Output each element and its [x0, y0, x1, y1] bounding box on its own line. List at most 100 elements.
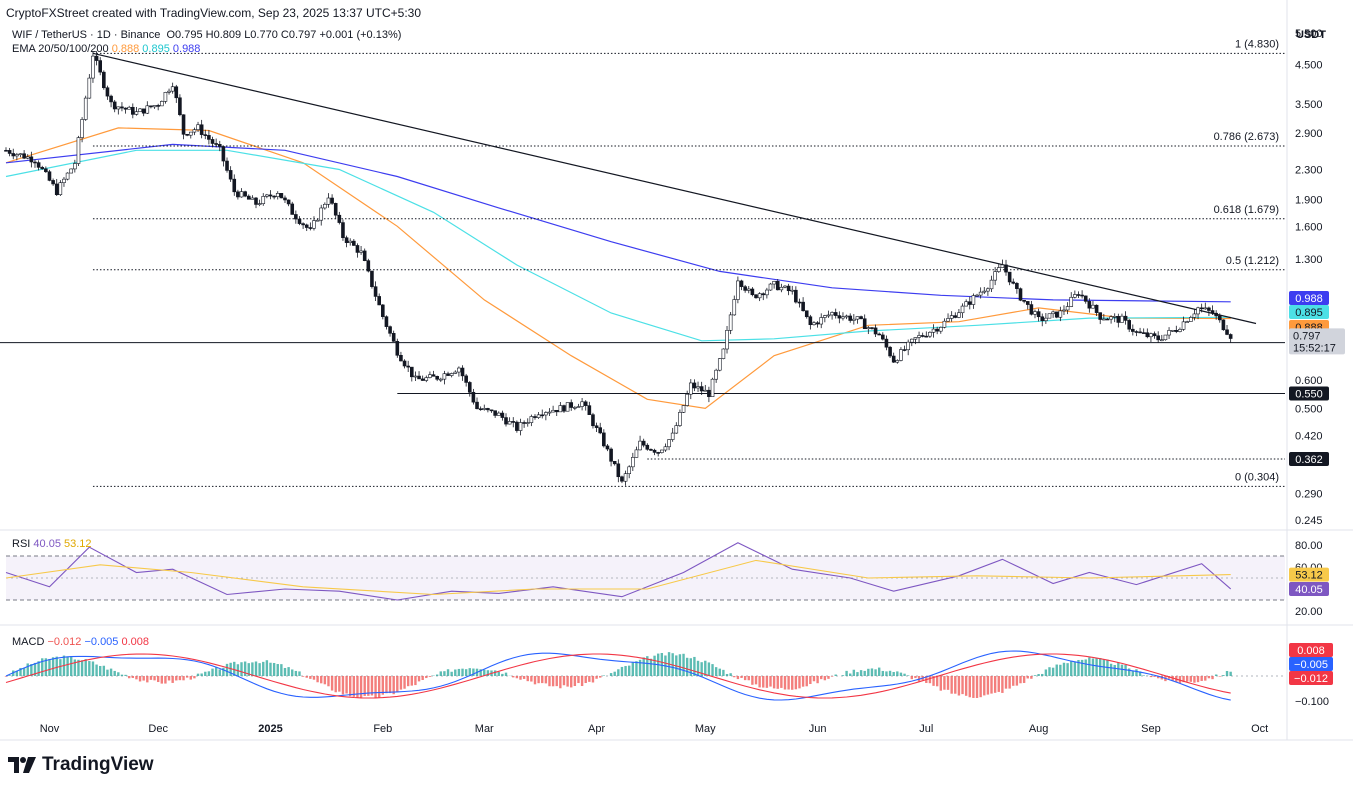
candle-body [301, 223, 305, 226]
macd-histogram-bar [997, 676, 1000, 692]
macd-histogram-bar [696, 660, 700, 676]
candle-body [297, 218, 302, 224]
candle-body [1011, 281, 1016, 284]
macd-histogram-bar [41, 658, 44, 676]
support-badge-label: 0.362 [1295, 454, 1323, 466]
fibonacci-label: 0.618 (1.679) [1214, 204, 1279, 216]
candle-body [486, 408, 490, 411]
candle-body [765, 289, 769, 296]
candle-body [178, 97, 182, 116]
candle-body [612, 460, 617, 465]
macd-histogram-bar [830, 676, 834, 677]
macd-histogram-bar [870, 668, 874, 676]
rsi-label: RSI [12, 538, 31, 550]
macd-histogram-bar [359, 676, 363, 699]
candle-body [562, 405, 566, 412]
macd-histogram-bar [935, 676, 939, 687]
macd-histogram-bar [794, 676, 798, 690]
macd-histogram-bar [595, 676, 598, 679]
tradingview-logo[interactable]: TradingView [8, 754, 154, 776]
y-tick-label: 5.500 [1295, 28, 1323, 40]
ohlc-high: H0.809 [205, 29, 242, 41]
candle-body [373, 286, 378, 297]
candle-body [449, 373, 454, 376]
macd-histogram-bar [957, 676, 961, 696]
candle-body [616, 463, 621, 478]
candle-body [40, 167, 45, 170]
macd-histogram-bar [109, 668, 113, 676]
candle-body [254, 197, 258, 205]
rsi-legend[interactable]: RSI 40.05 53.12 [12, 538, 92, 550]
candle-body [768, 283, 773, 291]
macd-histogram-bar [406, 676, 410, 687]
candle-body [906, 341, 910, 351]
candle-body [1087, 301, 1092, 309]
macd-histogram-bar [1200, 676, 1203, 681]
candle-body [587, 405, 592, 415]
macd-histogram-bar [298, 671, 301, 676]
candle-body [105, 87, 110, 97]
candle-body [25, 156, 30, 159]
candle-body [1214, 312, 1218, 317]
macd-histogram-bar [4, 676, 8, 677]
candle-body [685, 393, 689, 406]
macd-histogram-bar [685, 657, 689, 676]
macd-histogram-bar [1207, 676, 1211, 679]
candle-body [808, 316, 813, 326]
macd-histogram-bar [240, 662, 243, 676]
macd-histogram-bar [443, 671, 446, 676]
candle-body [91, 55, 95, 79]
candle-body [1156, 335, 1160, 341]
candle-body [413, 375, 418, 378]
macd-histogram-bar [51, 657, 55, 676]
macd-histogram-bar [635, 661, 638, 676]
candle-body [989, 279, 994, 290]
macd-histogram-bar [1015, 676, 1019, 686]
macd-histogram-bar [124, 674, 127, 676]
candle-body [1109, 316, 1113, 320]
macd-histogram-bar [77, 659, 80, 676]
candle-body [1098, 312, 1103, 320]
candle-body [203, 134, 208, 136]
macd-legend[interactable]: MACD −0.012 −0.005 0.008 [12, 636, 149, 648]
macd-histogram-bar [1182, 676, 1185, 683]
macd-histogram-bar [1059, 664, 1062, 676]
candle-body [620, 476, 624, 482]
ema-legend[interactable]: EMA 20/50/100/200 0.888 0.895 0.988 [12, 43, 200, 55]
candle-body [377, 296, 381, 306]
macd-histogram-bar [461, 668, 464, 676]
candle-body [852, 318, 856, 321]
macd-histogram-bar [1026, 676, 1029, 679]
candle-body [786, 285, 791, 292]
macd-histogram-bar [127, 676, 131, 679]
macd-histogram-bar [736, 676, 740, 680]
candle-body [790, 289, 795, 292]
macd-histogram-bar [37, 661, 40, 676]
currency-label[interactable]: USDT [1296, 29, 1326, 41]
macd-histogram-bar [345, 676, 348, 694]
macd-histogram-bar [1048, 667, 1051, 676]
macd-histogram-bar [769, 676, 772, 687]
macd-histogram-bar [1211, 676, 1214, 680]
macd-histogram-bar [950, 676, 953, 694]
macd-histogram-bar [403, 676, 406, 689]
macd-histogram-bar [584, 676, 587, 684]
macd-histogram-bar [1073, 661, 1077, 676]
symbol-name[interactable]: WIF / TetherUS · 1D · Binance [12, 29, 161, 41]
y-tick-label: 0.500 [1295, 403, 1323, 415]
candle-body [1225, 329, 1229, 335]
candle-body [547, 411, 552, 414]
candle-body [544, 412, 548, 416]
macd-histogram-bar [896, 671, 899, 676]
macd-histogram-bar [820, 676, 823, 680]
candle-body [1167, 330, 1171, 336]
macd-histogram-bar [816, 676, 819, 684]
candle-body [7, 150, 12, 154]
macd-histogram-bar [26, 663, 29, 676]
candle-body [823, 315, 827, 318]
candle-body [504, 417, 508, 425]
candle-body [772, 281, 776, 285]
macd-histogram-bar [845, 670, 848, 676]
candle-body [464, 375, 468, 383]
